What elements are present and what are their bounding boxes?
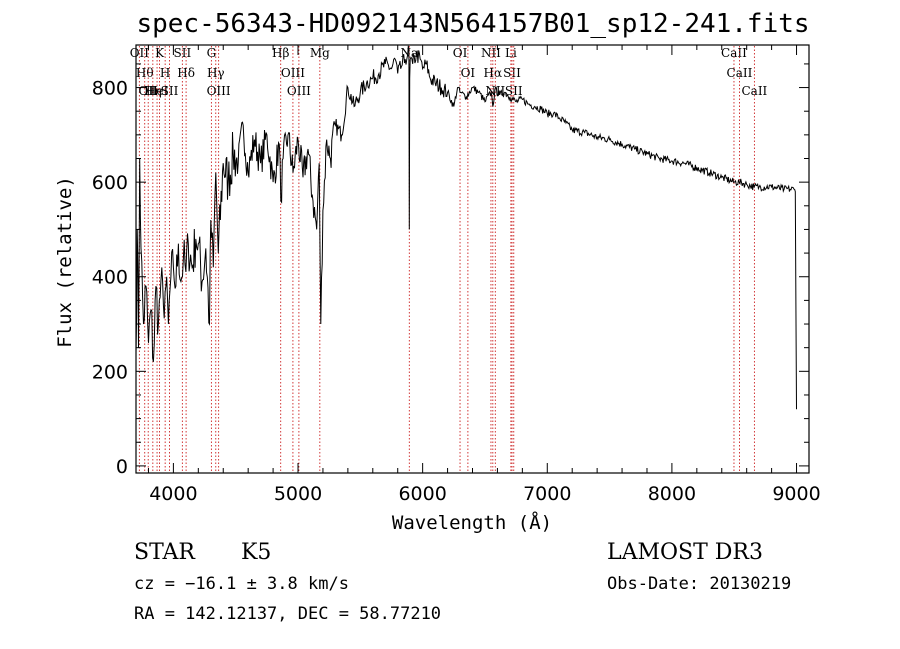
line-marker-label: G (207, 46, 217, 60)
y-tick-label: 200 (92, 361, 128, 383)
line-marker-label: Hθ (136, 66, 154, 80)
y-tick-label: 0 (116, 456, 128, 478)
x-tick-label: 5000 (274, 483, 322, 505)
line-marker-label: Li (505, 46, 517, 60)
coordinates: RA = 142.12137, DEC = 58.77210 (134, 604, 442, 624)
line-marker-label: SII (503, 66, 521, 80)
line-marker-label: Mg (310, 46, 330, 60)
spectrum-series (135, 45, 797, 410)
emission-line-markers: OIIHθOIIHηHeIKHSIISIIHδGHγOIIIHβOIIIOIII… (130, 46, 768, 472)
line-marker-label: OIII (287, 84, 311, 98)
line-marker-label: Hη (144, 84, 162, 98)
x-tick-label: 9000 (772, 483, 820, 505)
spectral-subclass: K5 (241, 540, 272, 565)
x-axis-label: Wavelength (Å) (392, 511, 552, 534)
line-marker-label: NII (481, 46, 501, 60)
line-marker-label: Hβ (272, 46, 289, 60)
line-marker-label: CaII (741, 84, 767, 98)
line-marker-label: SII (161, 84, 179, 98)
line-marker-label: SII (174, 46, 192, 60)
axis-ticks: 4000 5000 6000 7000 8000 9000 0 200 400 600 800 (92, 45, 821, 505)
line-marker-label: OIII (207, 84, 231, 98)
object-type: STAR (134, 540, 195, 565)
line-marker-label: CaII (721, 46, 747, 60)
y-tick-label: 800 (92, 78, 128, 100)
plot-frame (135, 44, 810, 474)
line-marker-label: Hγ (207, 66, 225, 80)
x-tick-label: 4000 (149, 483, 197, 505)
line-marker-label: OIII (281, 66, 305, 80)
observation-date: Obs-Date: 20130219 (607, 574, 792, 594)
line-marker-label: OII (130, 46, 150, 60)
x-tick-label: 7000 (523, 483, 571, 505)
line-marker-label: CaII (727, 66, 753, 80)
y-tick-label: 400 (92, 267, 128, 289)
line-marker-label: H (160, 66, 170, 80)
redshift-info: cz = −16.1 ± 3.8 km/s (134, 574, 349, 594)
line-marker-label: Hα (484, 66, 503, 80)
x-tick-label: 6000 (398, 483, 446, 505)
line-marker-label: SII (505, 84, 523, 98)
survey-name: LAMOST DR3 (607, 540, 763, 565)
line-marker-label: Hδ (177, 66, 195, 80)
y-tick-label: 600 (92, 172, 128, 194)
x-tick-label: 8000 (648, 483, 696, 505)
line-marker-label: K (155, 46, 165, 60)
line-marker-label: OI (453, 46, 468, 60)
line-marker-label: OI (461, 66, 476, 80)
line-marker-label: HeI (146, 84, 169, 98)
y-axis-label: Flux (relative) (54, 176, 76, 348)
chart-title: spec-56343-HD092143N564157B01_sp12-241.f… (136, 9, 809, 39)
spectrum-line-0 (135, 45, 797, 410)
